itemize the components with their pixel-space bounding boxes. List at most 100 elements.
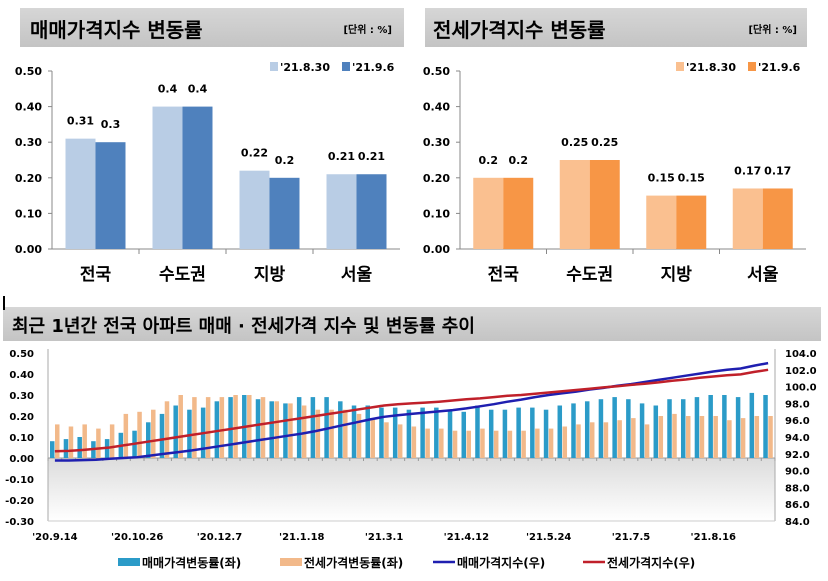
bar bbox=[384, 422, 389, 458]
bar bbox=[626, 399, 631, 458]
bar bbox=[699, 416, 705, 458]
x-tick-label: '20.12.7 bbox=[197, 532, 242, 543]
bar bbox=[503, 177, 534, 249]
bar bbox=[392, 407, 398, 458]
bar bbox=[214, 401, 220, 458]
legend-swatch bbox=[748, 62, 756, 71]
left-tick-label: -0.10 bbox=[5, 475, 34, 486]
bar bbox=[356, 174, 387, 249]
bar bbox=[187, 409, 192, 458]
bar bbox=[676, 195, 707, 249]
bar bbox=[658, 416, 664, 458]
left-tick-label: 0.40 bbox=[9, 370, 34, 381]
bar bbox=[639, 403, 645, 458]
bar bbox=[420, 407, 425, 458]
right-tick-label: 98.0 bbox=[785, 399, 810, 410]
bar bbox=[283, 403, 288, 458]
bar bbox=[228, 397, 233, 458]
bar bbox=[379, 407, 384, 458]
bar bbox=[406, 409, 412, 458]
bar bbox=[598, 399, 604, 458]
category-label: 서울 bbox=[341, 265, 373, 285]
x-tick-label: '21.5.24 bbox=[526, 532, 571, 543]
data-label: 0.15 bbox=[678, 172, 705, 185]
bar bbox=[480, 428, 485, 458]
bar bbox=[164, 401, 170, 458]
right-tick-label: 90.0 bbox=[785, 467, 810, 478]
bar bbox=[178, 395, 183, 458]
right-tick-label: 94.0 bbox=[785, 433, 810, 444]
bar bbox=[713, 416, 718, 458]
bar bbox=[182, 106, 213, 249]
legend-label: '21.9.6 bbox=[758, 61, 801, 74]
bar bbox=[425, 428, 430, 458]
data-label: 0.21 bbox=[358, 150, 385, 163]
bar bbox=[50, 441, 55, 458]
bar bbox=[296, 397, 302, 458]
bar bbox=[95, 142, 126, 249]
bar bbox=[370, 418, 375, 458]
bar bbox=[269, 401, 274, 458]
bar bbox=[260, 397, 266, 458]
bar bbox=[329, 409, 334, 458]
data-label: 0.4 bbox=[188, 83, 208, 96]
bar bbox=[680, 399, 686, 458]
bar bbox=[343, 409, 348, 458]
data-label: 0.17 bbox=[764, 164, 791, 177]
legend-label: '21.9.6 bbox=[352, 61, 395, 74]
bar bbox=[473, 177, 504, 249]
bar bbox=[493, 430, 499, 458]
bar bbox=[439, 428, 444, 458]
bar bbox=[365, 405, 370, 458]
data-label: 0.17 bbox=[734, 164, 761, 177]
bar bbox=[672, 413, 677, 458]
data-label: 0.22 bbox=[241, 147, 268, 160]
right-tick-label: 102.0 bbox=[785, 366, 817, 377]
sales-bar-chart: 0.00 0.10 0.20 0.30 0.40 0.50 0.31 0.3 전국 0.4 0.4 수… bbox=[15, 61, 400, 285]
sales-chart-title: 매매가격지수 변동률 bbox=[30, 18, 203, 42]
bar bbox=[749, 392, 755, 458]
left-tick-label: 0.20 bbox=[9, 412, 34, 423]
bar bbox=[397, 424, 403, 458]
bar bbox=[109, 424, 115, 458]
category-label: 수도권 bbox=[566, 265, 613, 285]
data-label: 0.2 bbox=[275, 154, 295, 167]
right-tick-label: 86.0 bbox=[785, 500, 810, 511]
y-tick-label: 0.00 bbox=[15, 243, 42, 256]
y-tick-label: 0.00 bbox=[423, 243, 450, 256]
legend-label: 매매가격지수(우) bbox=[457, 555, 545, 570]
right-tick-label: 88.0 bbox=[785, 483, 810, 494]
bar bbox=[740, 418, 746, 458]
bar bbox=[411, 426, 417, 458]
category-label: 서울 bbox=[747, 265, 779, 285]
category-label: 지방 bbox=[661, 265, 693, 285]
trend-chart-title: 최근 1년간 전국 아파트 매매 · 전세가격 지수 및 변동률 추이 bbox=[12, 316, 475, 337]
bar bbox=[694, 397, 700, 458]
legend-swatch bbox=[676, 62, 684, 71]
left-tick-label: 0.30 bbox=[9, 391, 34, 402]
sales-chart-header bbox=[20, 8, 404, 47]
legend-swatch bbox=[270, 62, 278, 71]
bar bbox=[137, 411, 142, 458]
bar bbox=[548, 428, 554, 458]
bar bbox=[708, 395, 713, 458]
index-line bbox=[54, 368, 769, 453]
bar bbox=[452, 430, 458, 458]
y-tick-label: 0.10 bbox=[423, 207, 450, 220]
bar bbox=[301, 405, 307, 458]
bar bbox=[535, 428, 540, 458]
category-label: 전국 bbox=[80, 265, 112, 285]
bar bbox=[146, 422, 151, 458]
bar bbox=[521, 430, 526, 458]
category-label: 수도권 bbox=[159, 265, 206, 285]
bar bbox=[644, 424, 650, 458]
bar bbox=[466, 430, 472, 458]
y-tick-label: 0.30 bbox=[15, 136, 42, 149]
jeonse-chart-unit: [단위 : %] bbox=[748, 23, 797, 36]
bar bbox=[631, 418, 636, 458]
data-label: 0.3 bbox=[101, 118, 121, 131]
legend-label: '21.8.30 bbox=[686, 61, 736, 74]
bar bbox=[516, 407, 521, 458]
left-tick-label: 0.00 bbox=[9, 454, 34, 465]
